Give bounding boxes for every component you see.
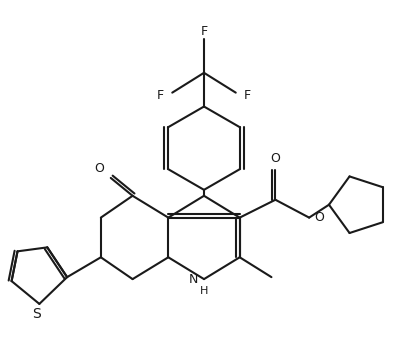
Text: H: H <box>200 286 208 296</box>
Text: N: N <box>188 272 198 286</box>
Text: O: O <box>94 162 104 175</box>
Text: F: F <box>157 89 164 102</box>
Text: O: O <box>271 152 280 165</box>
Text: O: O <box>314 211 324 224</box>
Text: S: S <box>32 307 41 321</box>
Text: F: F <box>200 25 208 38</box>
Text: F: F <box>244 89 251 102</box>
